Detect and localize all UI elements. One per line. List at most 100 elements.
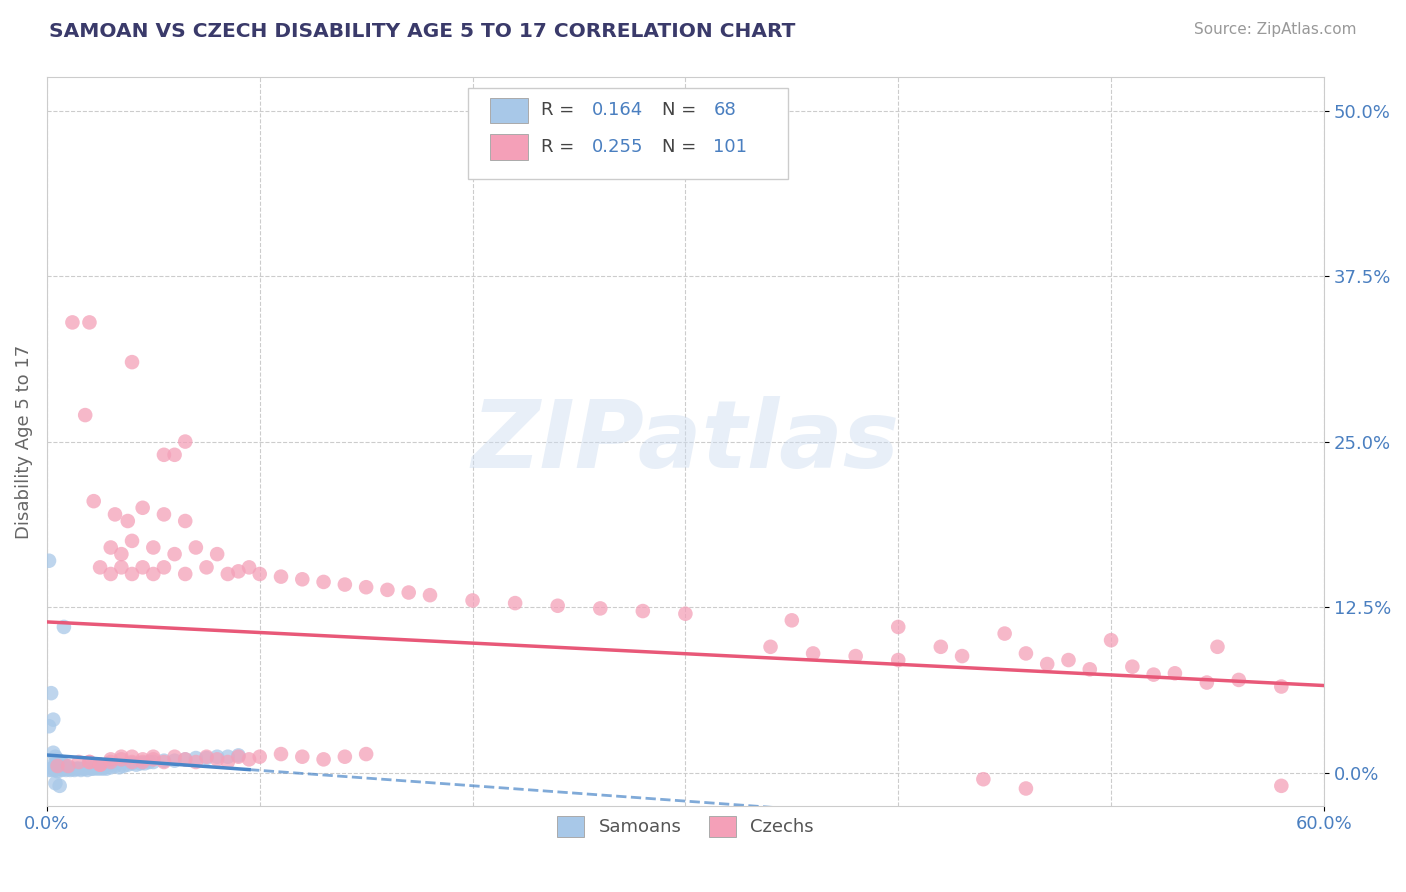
Legend: Samoans, Czechs: Samoans, Czechs bbox=[550, 809, 821, 844]
Point bbox=[163, 547, 186, 561]
Point bbox=[121, 755, 143, 769]
Point bbox=[44, 749, 66, 764]
Point bbox=[63, 763, 86, 777]
Point bbox=[153, 560, 176, 574]
Point bbox=[461, 593, 484, 607]
Point bbox=[84, 760, 107, 774]
Point bbox=[845, 649, 868, 664]
Point bbox=[121, 756, 143, 771]
Text: 0.164: 0.164 bbox=[592, 101, 644, 120]
Point bbox=[121, 566, 143, 581]
Point bbox=[142, 755, 165, 769]
Point bbox=[249, 749, 271, 764]
Point bbox=[104, 759, 127, 773]
Point bbox=[121, 533, 143, 548]
Point bbox=[79, 315, 101, 329]
Text: N =: N = bbox=[662, 101, 703, 120]
Point bbox=[1121, 659, 1143, 673]
FancyBboxPatch shape bbox=[468, 88, 787, 179]
Point bbox=[163, 754, 186, 768]
Point bbox=[312, 574, 335, 589]
Point bbox=[52, 757, 75, 772]
Point bbox=[44, 763, 66, 777]
Point bbox=[163, 448, 186, 462]
Point bbox=[76, 763, 98, 777]
Point bbox=[46, 764, 69, 779]
Point bbox=[67, 762, 90, 776]
Point bbox=[1036, 657, 1059, 671]
Point bbox=[291, 749, 314, 764]
Point bbox=[121, 749, 143, 764]
Point bbox=[153, 755, 176, 769]
Point bbox=[184, 751, 207, 765]
Point bbox=[228, 748, 250, 763]
Point bbox=[589, 601, 612, 615]
Text: SAMOAN VS CZECH DISABILITY AGE 5 TO 17 CORRELATION CHART: SAMOAN VS CZECH DISABILITY AGE 5 TO 17 C… bbox=[49, 22, 796, 41]
Point bbox=[62, 762, 84, 776]
Point bbox=[42, 746, 65, 760]
Point bbox=[91, 762, 114, 776]
Point bbox=[55, 763, 77, 777]
Point bbox=[131, 755, 153, 769]
Point bbox=[51, 763, 73, 777]
Point bbox=[79, 755, 101, 769]
Point bbox=[83, 494, 105, 508]
Point bbox=[75, 408, 97, 422]
Text: R =: R = bbox=[541, 101, 581, 120]
Point bbox=[117, 514, 139, 528]
Point bbox=[138, 755, 160, 769]
Point bbox=[228, 565, 250, 579]
Point bbox=[39, 759, 62, 773]
Point bbox=[1227, 673, 1250, 687]
Point bbox=[110, 547, 132, 561]
Point bbox=[174, 752, 197, 766]
Point bbox=[673, 607, 696, 621]
Point bbox=[503, 596, 526, 610]
Point bbox=[887, 620, 910, 634]
Point bbox=[228, 749, 250, 764]
Point bbox=[72, 762, 94, 776]
Point bbox=[46, 752, 69, 766]
Point bbox=[48, 759, 70, 773]
Point bbox=[44, 759, 66, 773]
Point bbox=[100, 752, 122, 766]
Point bbox=[142, 749, 165, 764]
Point bbox=[217, 566, 239, 581]
Point bbox=[48, 762, 70, 776]
Point bbox=[117, 757, 139, 772]
Point bbox=[55, 759, 77, 773]
Point bbox=[972, 772, 994, 787]
Point bbox=[291, 572, 314, 586]
Point bbox=[929, 640, 952, 654]
Point bbox=[547, 599, 569, 613]
Point bbox=[42, 762, 65, 776]
Point bbox=[67, 755, 90, 769]
Text: 68: 68 bbox=[713, 101, 737, 120]
Point bbox=[38, 554, 60, 568]
Point bbox=[195, 560, 218, 574]
Point bbox=[125, 757, 148, 772]
Point bbox=[205, 547, 228, 561]
Text: R =: R = bbox=[541, 137, 581, 155]
Point bbox=[110, 752, 132, 766]
Point bbox=[270, 747, 292, 761]
Point bbox=[59, 763, 82, 777]
Point bbox=[333, 577, 356, 591]
Point bbox=[270, 569, 292, 583]
Point bbox=[39, 686, 62, 700]
Point bbox=[759, 640, 782, 654]
Point bbox=[163, 749, 186, 764]
Point bbox=[631, 604, 654, 618]
Point bbox=[134, 756, 156, 771]
Point bbox=[142, 566, 165, 581]
Point bbox=[51, 760, 73, 774]
Text: N =: N = bbox=[662, 137, 703, 155]
Point bbox=[83, 762, 105, 776]
Point bbox=[205, 752, 228, 766]
Text: 101: 101 bbox=[713, 137, 748, 155]
Point bbox=[131, 752, 153, 766]
Point bbox=[38, 719, 60, 733]
Point bbox=[238, 560, 260, 574]
Point bbox=[46, 759, 69, 773]
Point bbox=[112, 759, 135, 773]
